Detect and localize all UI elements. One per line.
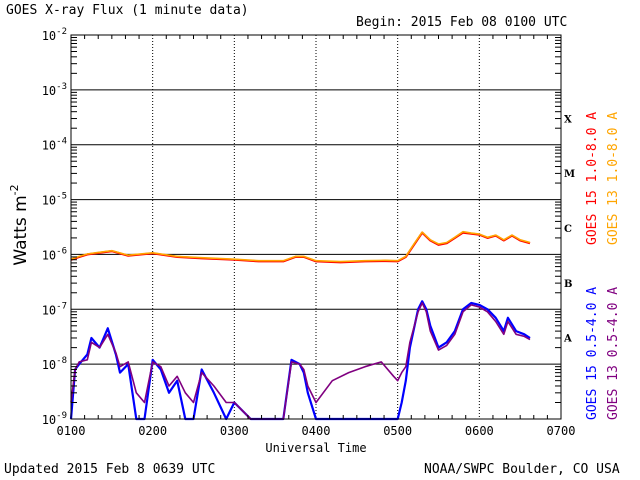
y-tick-label: 10-8: [42, 356, 67, 372]
x-tick-label: 0300: [220, 424, 249, 438]
legend-entry: GOES 13 0.5-4.0 A: [606, 287, 621, 420]
series-line: [70, 231, 531, 264]
x-tick-labels: 0100 0200 0300 0400 0500 0600 0700: [57, 424, 576, 438]
flare-class-labels: X M C B A: [563, 114, 575, 344]
y-axis-label-main: Watts m: [11, 195, 31, 265]
y-tick-label: 10-5: [42, 192, 67, 208]
legend-entry: GOES 15 1.0-8.0 A: [585, 112, 600, 245]
flare-class-label: X: [564, 114, 572, 125]
x-tick-label: 0700: [547, 424, 576, 438]
flare-class-label: C: [564, 224, 572, 235]
x-tick-label: 0600: [465, 424, 494, 438]
y-tick-labels: 10-2 10-3 10-4 10-5 10-6 10-7 10-8 10-9: [42, 27, 67, 427]
y-tick-label: 10-6: [42, 246, 67, 262]
flare-class-label: A: [563, 334, 572, 345]
y-axis-label: Watts m-2: [8, 184, 31, 265]
source-label: NOAA/SWPC Boulder, CO USA: [424, 462, 620, 477]
updated-label: Updated 2015 Feb 8 0639 UTC: [4, 462, 216, 477]
x-tick-label: 0100: [57, 424, 86, 438]
x-tick-label: 0500: [383, 424, 412, 438]
x-tick-label: 0400: [302, 424, 331, 438]
y-tick-label: 10-9: [42, 411, 67, 427]
series-line: [70, 230, 531, 263]
y-tick-label: 10-2: [42, 27, 67, 43]
grid-lines: [71, 35, 561, 419]
x-tick-label: 0200: [138, 424, 167, 438]
legend-entry: GOES 15 0.5-4.0 A: [585, 287, 600, 420]
y-axis-label-exp: -2: [8, 184, 21, 195]
y-tick-label: 10-4: [42, 137, 67, 153]
series-line: [70, 302, 531, 420]
begin-label: Begin: 2015 Feb 08 0100 UTC: [356, 15, 568, 30]
series-group: [69, 230, 531, 421]
flare-class-label: M: [564, 169, 575, 180]
x-axis-label: Universal Time: [265, 441, 366, 455]
svg-text:Watts m-2: Watts m-2: [8, 184, 31, 265]
legend: GOES 15 1.0-8.0 A GOES 13 1.0-8.0 A GOES 1…: [585, 112, 621, 420]
y-tick-label: 10-3: [42, 82, 67, 98]
legend-entry: GOES 13 1.0-8.0 A: [606, 112, 621, 245]
chart-title: GOES X-ray Flux (1 minute data): [6, 3, 249, 18]
plot-frame: [70, 34, 562, 420]
y-tick-label: 10-7: [42, 301, 67, 317]
flare-class-label: B: [564, 279, 572, 290]
tick-marks: [71, 35, 561, 419]
